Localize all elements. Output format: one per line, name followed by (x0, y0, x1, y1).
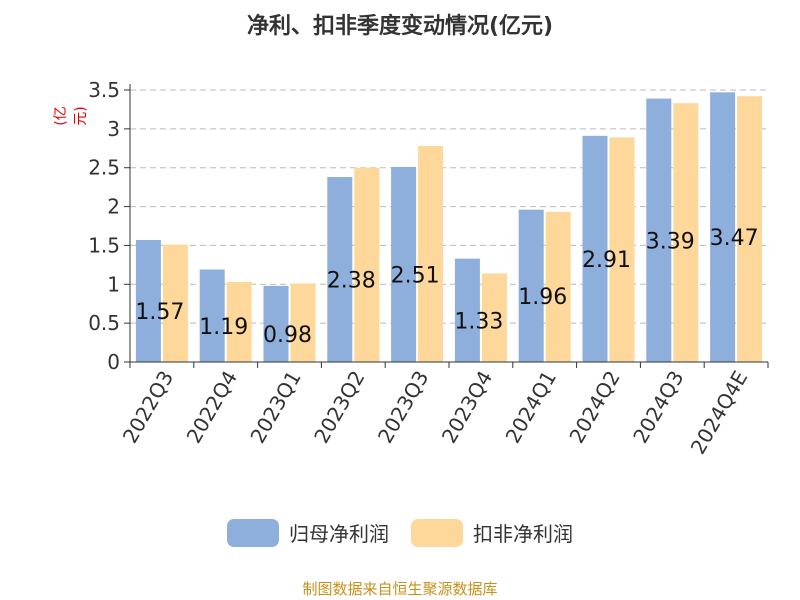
x-category-label: 2023Q2 (309, 367, 369, 448)
data-label: 2.38 (327, 269, 376, 294)
x-category-label: 2022Q3 (118, 367, 178, 448)
y-tick-label: 0 (107, 350, 120, 374)
legend-label-series-1: 归母净利润 (289, 522, 389, 546)
data-label: 2.91 (582, 248, 631, 273)
x-category-label: 2023Q1 (245, 367, 305, 448)
bar-series-2[interactable] (673, 103, 699, 362)
legend-swatch-series-2 (411, 518, 463, 547)
y-tick-label: 3 (107, 117, 120, 141)
data-label: 1.57 (135, 300, 184, 325)
legend-item-series-1[interactable]: 归母净利润 (227, 518, 389, 547)
bar-series-1[interactable] (518, 209, 544, 362)
y-tick-label: 3.5 (88, 78, 120, 102)
data-label: 0.98 (263, 323, 312, 348)
bar-series-1[interactable] (327, 177, 353, 362)
x-category-label: 2023Q3 (373, 367, 433, 448)
data-label: 1.96 (518, 285, 567, 310)
legend-label-series-2: 扣非净利润 (473, 522, 573, 546)
bar-series-1[interactable] (582, 135, 608, 362)
bar-series-2[interactable] (737, 96, 763, 363)
bar-series-1[interactable] (199, 269, 225, 362)
bar-series-2[interactable] (162, 244, 188, 362)
bar-chart: 0 0.5 1 1.5 2 2.5 3 3.5 2022Q3 2022Q4 2023Q1 2023Q2… (88, 78, 769, 459)
legend: 归母净利润 扣非净利润 (0, 518, 800, 547)
data-label: 2.51 (391, 263, 440, 288)
data-label: 1.19 (199, 315, 248, 340)
y-tick-label: 1.5 (88, 233, 120, 257)
y-tick-label: 2 (107, 195, 120, 219)
bar-series-2[interactable] (481, 273, 507, 362)
data-label: 3.39 (646, 229, 695, 254)
x-category-label: 2024Q3 (628, 367, 688, 448)
bar-series-1[interactable] (263, 285, 289, 362)
bar-series-2[interactable] (354, 167, 380, 362)
bar-series-1[interactable] (135, 239, 161, 362)
bar-series-2[interactable] (226, 281, 252, 362)
bar-series-1[interactable] (710, 92, 736, 363)
bars (135, 92, 763, 363)
x-category-label: 2024Q4E (686, 367, 753, 459)
legend-item-series-2[interactable]: 扣非净利润 (411, 518, 573, 547)
bar-series-2[interactable] (418, 145, 444, 362)
data-label: 1.33 (454, 309, 503, 334)
x-category-label: 2023Q4 (437, 367, 497, 448)
legend-swatch-series-1 (227, 518, 279, 547)
bar-series-1[interactable] (391, 166, 417, 362)
chart-title: 净利、扣非季度变动情况(亿元) (246, 14, 554, 39)
x-category-label: 2022Q4 (182, 367, 242, 448)
data-labels: 1.57 1.19 0.98 2.38 2.51 1.33 1.96 2.91 3.39 3.47 (135, 226, 758, 348)
bar-series-1[interactable] (454, 258, 480, 362)
y-tick-label: 1 (107, 272, 120, 296)
bar-series-2[interactable] (609, 137, 635, 362)
data-label: 3.47 (710, 226, 759, 251)
y-tick-label: 0.5 (88, 311, 120, 335)
x-category-label: 2024Q1 (501, 367, 561, 448)
source-note: 制图数据来自恒生聚源数据库 (302, 580, 498, 598)
bar-series-1[interactable] (646, 98, 672, 362)
bar-series-2[interactable] (290, 283, 316, 362)
x-category-label: 2024Q2 (564, 367, 624, 448)
bar-series-2[interactable] (545, 212, 571, 362)
y-tick-label: 2.5 (88, 156, 120, 180)
grid-lines (130, 89, 768, 324)
